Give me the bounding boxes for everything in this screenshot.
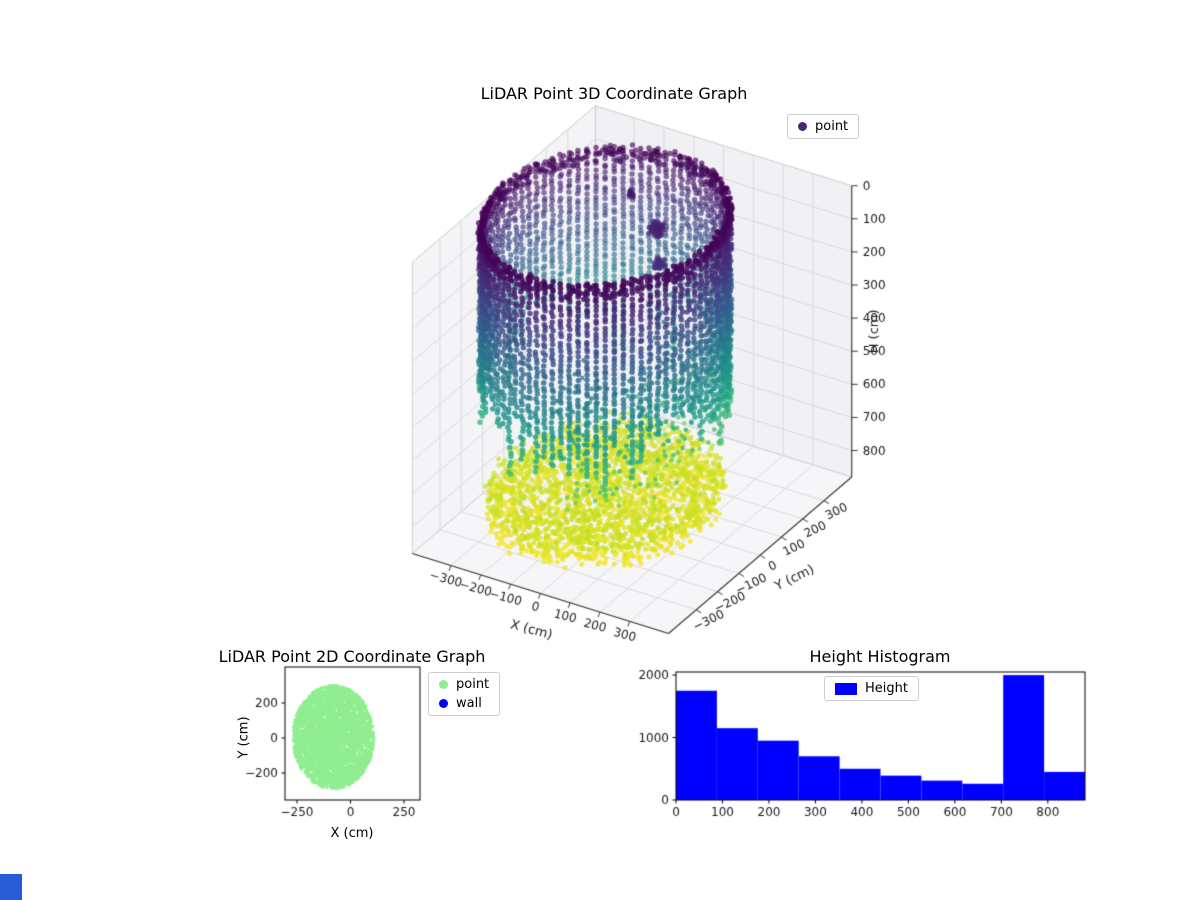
window-corner-artifact [0,874,22,900]
legend-histogram: Height [824,676,919,701]
legend-3d: point [787,114,860,139]
point-marker-icon [798,122,807,131]
legend-2d-entry-wall: wall [439,696,489,711]
plot-3d-canvas [330,95,910,665]
plot-2d-canvas [240,660,460,825]
plot-2d-xlabel: X (cm) [330,826,374,841]
legend-histogram-entry-height: Height [835,681,908,696]
point-marker-icon [439,680,448,689]
wall-marker-icon [439,699,448,708]
legend-2d: point wall [428,672,501,716]
legend-3d-label-point: point [815,119,849,134]
legend-3d-entry-point: point [798,119,848,134]
legend-2d-entry-point: point [439,677,489,692]
height-bar-swatch-icon [835,682,857,695]
plot-2d-ylabel: Y (cm) [236,716,252,759]
legend-2d-label-point: point [456,677,490,692]
legend-histogram-label-height: Height [865,681,908,696]
legend-2d-label-wall: wall [456,696,482,711]
